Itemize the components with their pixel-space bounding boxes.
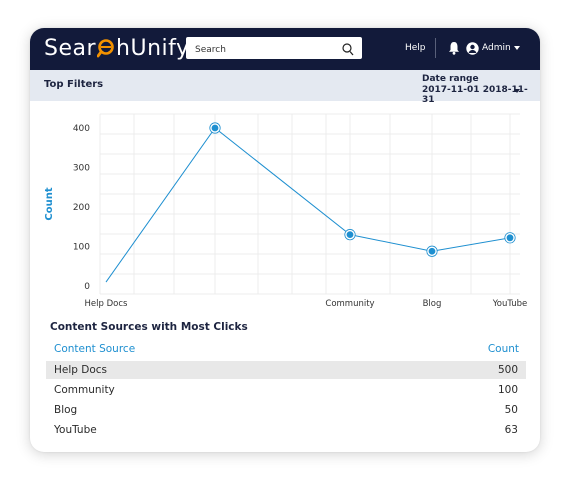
row-count: 63 [504, 424, 518, 436]
data-point-ring [209, 122, 221, 134]
y-tick-label: 400 [73, 124, 90, 134]
y-axis-label: Count [44, 187, 55, 220]
user-menu[interactable]: Admin [482, 43, 511, 53]
filter-title: Top Filters [44, 79, 104, 90]
data-point-marker [504, 232, 515, 243]
column-header-source[interactable]: Content Source [54, 343, 136, 355]
bell-icon[interactable] [448, 40, 460, 59]
nav-divider [435, 38, 436, 58]
row-count: 50 [504, 404, 518, 416]
x-tick-label: Blog [423, 299, 442, 309]
table-row[interactable]: Blog 50 [46, 401, 526, 419]
top-navigation-bar: Sear hUnify ® Help [30, 28, 540, 70]
row-source: Community [54, 384, 115, 396]
series-line [105, 127, 511, 283]
column-header-count[interactable]: Count [487, 343, 519, 355]
dashboard-card: Sear hUnify ® Help [30, 28, 540, 452]
table-row[interactable]: Help Docs 500 [46, 361, 526, 379]
row-count: 500 [497, 364, 518, 376]
logo-text-right: hUnify [116, 35, 190, 61]
x-tick-label: Community [325, 299, 374, 309]
y-tick-label: 200 [73, 203, 90, 213]
data-point-ring [504, 232, 516, 244]
table-row[interactable]: Community 100 [46, 381, 526, 399]
row-source: YouTube [54, 424, 97, 436]
table-title: Content Sources with Most Clicks [50, 321, 248, 333]
data-point-marker [210, 123, 221, 134]
chevron-down-icon[interactable] [514, 46, 520, 50]
row-count: 100 [497, 384, 518, 396]
y-tick-label: 100 [73, 243, 90, 253]
data-point-ring [426, 245, 438, 257]
row-source: Help Docs [54, 364, 108, 376]
search-icon[interactable] [342, 41, 354, 60]
date-range-value[interactable]: 2017-11-01 2018-11-31 [422, 85, 528, 105]
help-link[interactable]: Help [405, 43, 426, 53]
magnifier-logo-icon [96, 37, 115, 59]
data-point-ring [344, 229, 356, 241]
search-box[interactable] [186, 37, 362, 61]
user-avatar-icon[interactable] [466, 40, 479, 59]
x-tick-label: Help Docs [85, 299, 128, 309]
y-tick-label: 0 [84, 282, 90, 292]
filter-bar: Top Filters Date range 2017-11-01 2018-1… [30, 70, 540, 105]
logo-text-left: Sear [44, 35, 97, 61]
line-chart: 0 100 200 300 400 Count Help Docs Community Blog… [44, 113, 528, 309]
y-tick-label: 300 [73, 164, 90, 174]
date-range-label[interactable]: Date range [422, 74, 479, 84]
table-row[interactable]: YouTube 63 [46, 421, 526, 439]
date-range-chevron-down-icon[interactable] [514, 89, 520, 93]
data-point-marker [344, 229, 355, 240]
x-tick-label: YouTube [492, 299, 528, 309]
data-point-marker [426, 246, 437, 257]
row-source: Blog [54, 404, 78, 416]
search-input[interactable] [186, 39, 335, 61]
